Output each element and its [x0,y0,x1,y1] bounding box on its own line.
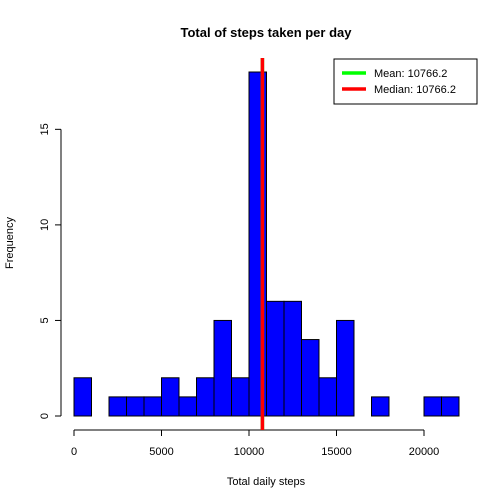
y-axis-label: Frequency [4,217,16,269]
histogram-bar [161,377,180,417]
histogram-bar [178,396,197,417]
chart-title: Total of steps taken per day [181,25,353,40]
histogram-bar [213,319,232,417]
histogram-bar [283,300,302,417]
histogram-bar [126,396,145,417]
histogram-bar [108,396,127,417]
histogram-bar [73,377,92,417]
legend-entry-label: Median: 10766.2 [374,84,456,96]
histogram-bar [301,339,320,417]
histogram-bar [371,396,390,417]
y-tick-label: 5 [39,317,51,323]
histogram-bar [441,396,460,417]
legend-entry-label: Mean: 10766.2 [374,68,447,80]
x-tick-label: 5000 [149,446,173,458]
histogram-bar [336,319,355,417]
y-tick-label: 10 [39,219,51,231]
x-tick-label: 15000 [321,446,352,458]
y-axis: 0 5 10 15 [39,123,62,419]
x-axis-label: Total daily steps [227,476,306,488]
x-tick-label: 0 [71,446,77,458]
histogram-bar [143,396,162,417]
histogram-bar [266,300,285,417]
histogram-bar [423,396,442,417]
x-tick-label: 20000 [409,446,440,458]
histogram-bar [231,377,250,417]
y-tick-label: 15 [39,123,51,135]
x-axis: 0 5000 10000 15000 20000 [71,429,440,458]
x-tick-label: 10000 [234,446,265,458]
legend: Mean: 10766.2 Median: 10766.2 [333,58,478,105]
histogram-bar [196,377,215,417]
bars-group [73,71,460,417]
histogram-bar [318,377,337,417]
y-tick-label: 0 [39,413,51,419]
legend-box [333,58,478,105]
